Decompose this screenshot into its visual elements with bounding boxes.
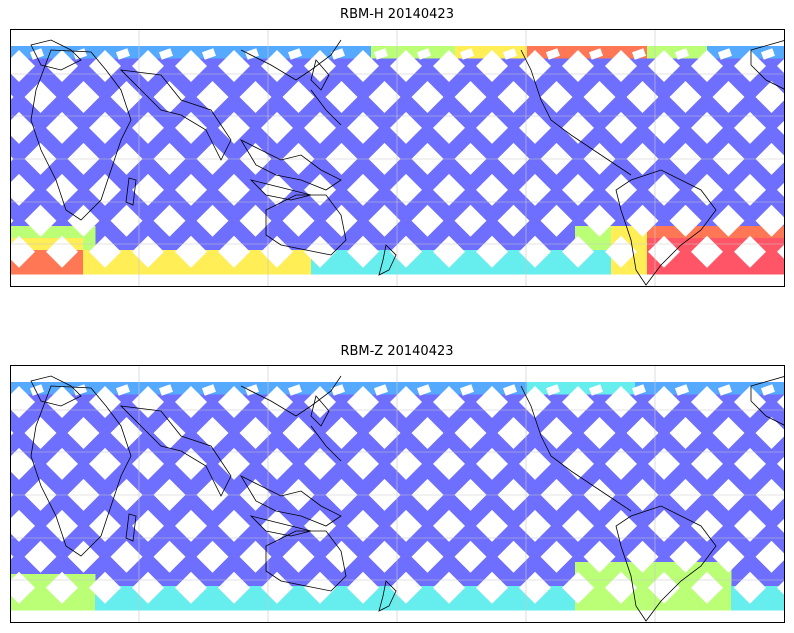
graticule [11,366,784,622]
coastlines [30,375,784,622]
track-gaps [11,48,784,268]
map-frame [10,29,785,287]
map-frame [10,365,785,623]
graticule [11,30,784,286]
panel-title: RBM-Z 20140423 [340,344,454,359]
coastlines [30,39,784,286]
satellite-swath-map [11,30,784,286]
panel-title: RBM-H 20140423 [340,7,454,22]
satellite-swath-map [11,366,784,622]
